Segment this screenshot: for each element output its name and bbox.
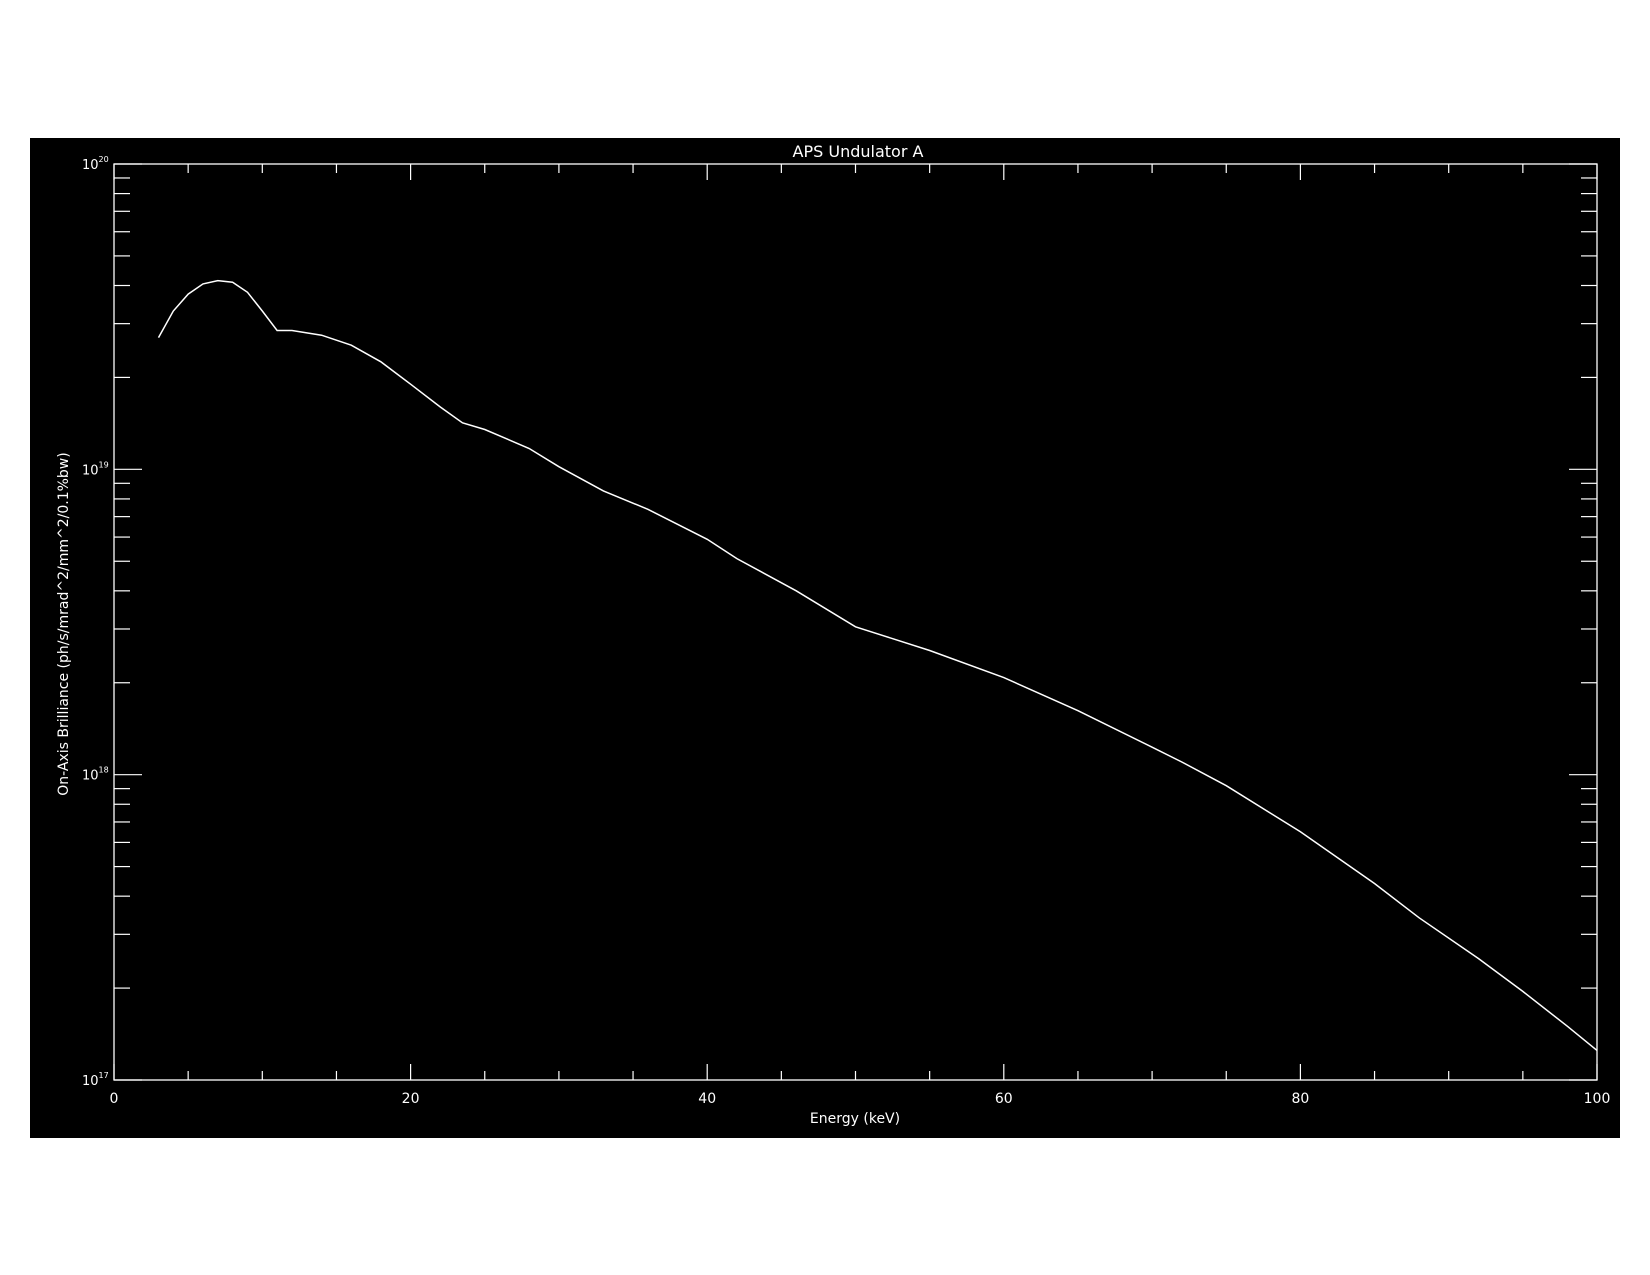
x-tick-label: 60	[995, 1091, 1013, 1107]
x-tick-label: 40	[698, 1091, 716, 1107]
x-tick-label: 0	[110, 1091, 119, 1107]
y-tick-label: 1020	[82, 155, 109, 173]
y-tick-label: 1019	[82, 460, 109, 478]
x-tick-label: 80	[1291, 1091, 1309, 1107]
plot-frame	[113, 163, 1598, 1081]
x-tick-label: 100	[1584, 1091, 1611, 1107]
plot-background	[30, 138, 1620, 1138]
x-axis-label: Energy (keV)	[810, 1111, 900, 1127]
x-tick-labels: 0 20 40 60 80 100	[110, 1091, 1611, 1107]
y-axis-label: On-Axis Brilliance (ph/s/mrad^2/mm^2/0.1…	[56, 452, 72, 795]
x-tick-label: 20	[402, 1091, 420, 1107]
axis-ticks	[113, 163, 1598, 1081]
series-line	[157, 279, 1598, 1051]
y-tick-labels: 1017 1018 1019 1020	[82, 155, 109, 1089]
y-tick-label: 1018	[82, 766, 109, 784]
y-tick-label: 1017	[82, 1071, 109, 1089]
chart-title: APS Undulator A	[793, 142, 924, 161]
